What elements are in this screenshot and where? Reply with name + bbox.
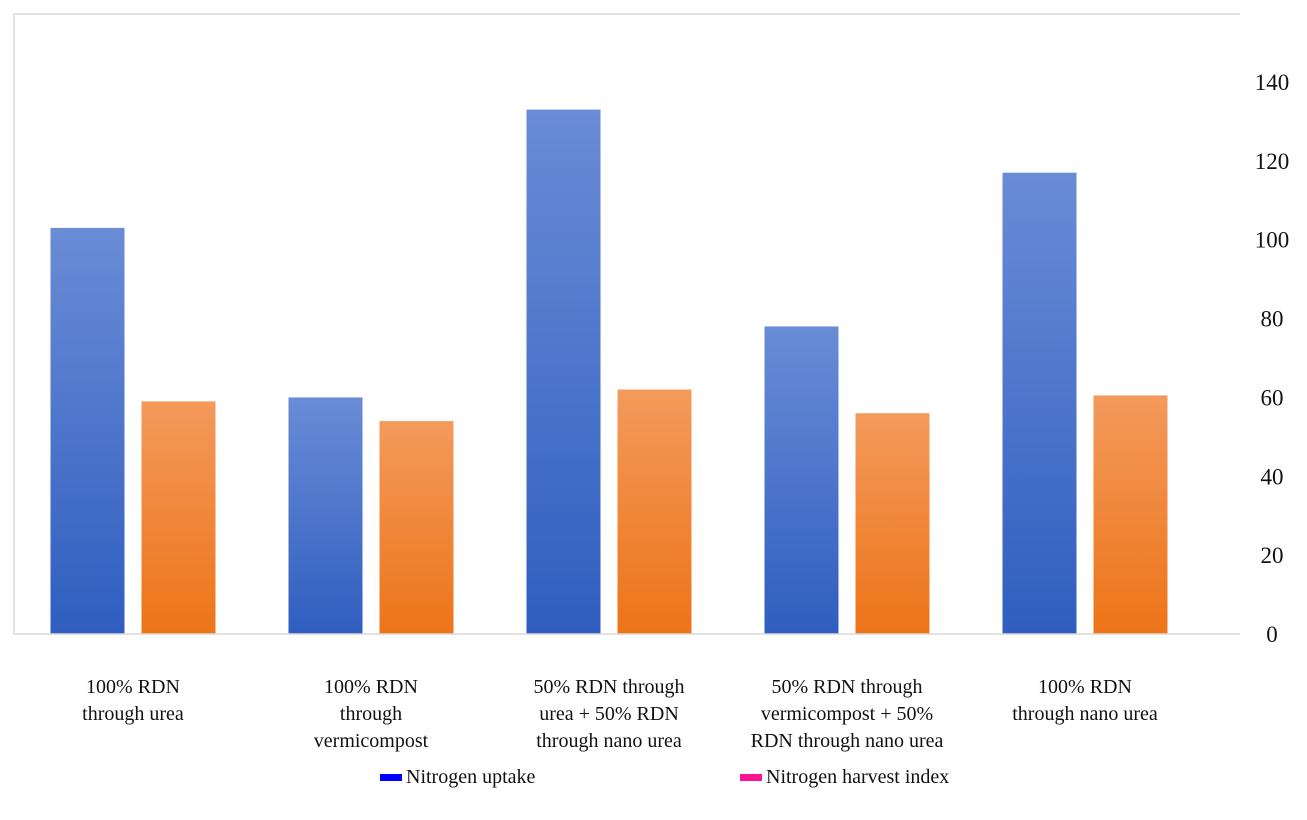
bars-group	[50, 109, 1168, 635]
bar-nitrogen-uptake-3	[526, 109, 601, 635]
bar-nitrogen-uptake-1	[50, 227, 125, 634]
bar-nitrogen-harvest-index-3	[617, 389, 692, 634]
y-tick-label: 80	[1261, 307, 1284, 332]
x-tick-label: 50% RDN through urea + 50% RDN through n…	[533, 676, 685, 752]
y-tick-label: 100	[1255, 228, 1290, 253]
bar-nitrogen-harvest-index-1	[141, 401, 216, 634]
legend-label: Nitrogen harvest index	[766, 766, 950, 788]
bar-nitrogen-harvest-index-2	[379, 421, 454, 634]
bar-nitrogen-harvest-index-4	[855, 413, 930, 634]
y-tick-label: 60	[1261, 385, 1284, 410]
x-tick-label: 50% RDN through vermicompost + 50% RDN t…	[750, 676, 944, 752]
y-tick-label: 40	[1261, 464, 1284, 489]
legend-label: Nitrogen uptake	[406, 766, 536, 788]
bar-nitrogen-uptake-2	[288, 397, 363, 634]
legend-swatch	[740, 774, 762, 781]
bar-nitrogen-uptake-5	[1002, 172, 1077, 634]
bar-nitrogen-harvest-index-5	[1093, 395, 1168, 634]
y-tick-label: 0	[1266, 622, 1278, 647]
bar-nitrogen-uptake-4	[764, 326, 839, 634]
legend-swatch	[380, 774, 402, 781]
x-tick-label: 100% RDN through nano urea	[1012, 676, 1158, 725]
y-tick-label: 20	[1261, 543, 1284, 568]
x-tick-label: 100% RDN through urea	[82, 676, 184, 725]
y-axis-ticks: 0 20 40 60 80 100 120 140	[1255, 70, 1290, 647]
legend-item-nitrogen-uptake: Nitrogen uptake	[380, 766, 535, 789]
y-tick-label: 140	[1255, 70, 1290, 95]
x-tick-label: 100% RDN through vermicompost	[313, 676, 429, 752]
y-tick-label: 120	[1255, 149, 1290, 174]
legend-item-nitrogen-harvest-index: Nitrogen harvest index	[740, 766, 949, 789]
